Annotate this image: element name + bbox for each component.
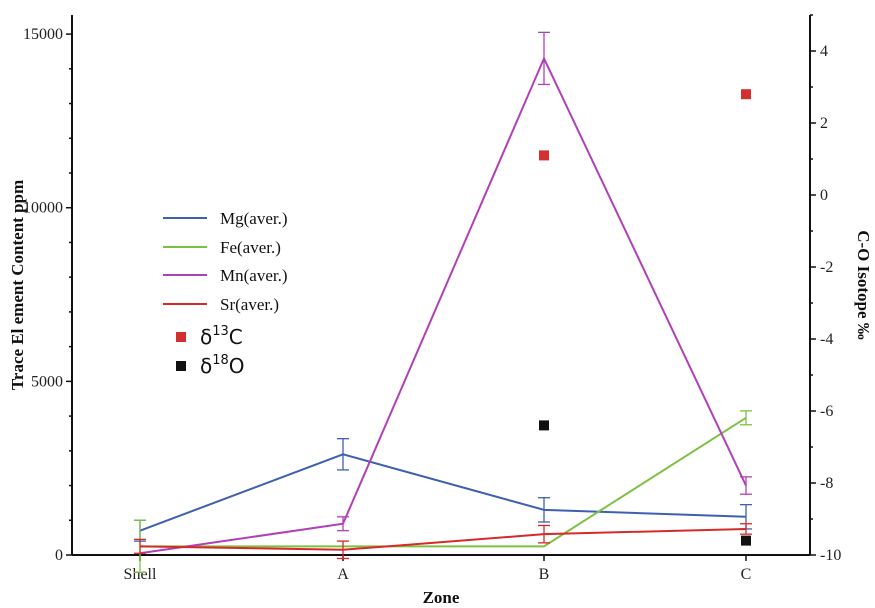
- y-tick-label: 10000: [23, 200, 63, 217]
- y2-tick-label: 4: [820, 43, 828, 60]
- point-d13c: [741, 89, 751, 100]
- error-bar-mg: [538, 497, 550, 523]
- legend-element: C: [229, 325, 243, 349]
- y2-tick-label: -4: [820, 331, 833, 348]
- x-tick-label: B: [539, 566, 550, 583]
- point-d13c: [539, 150, 549, 161]
- series-line-fe: [140, 416, 747, 548]
- legend-delta: δ: [200, 325, 212, 349]
- y-tick-label: 0: [55, 547, 63, 564]
- legend-label-mg: Mg(aver.): [220, 209, 288, 228]
- error-bar-mn: [538, 31, 550, 86]
- y2-axis-title: C-O Isotope ‰: [854, 230, 873, 340]
- point-d18o: [539, 420, 549, 431]
- x-axis-title: Zone: [423, 588, 460, 607]
- legend-marker-d18o: [176, 361, 186, 371]
- error-bar-fe: [740, 410, 752, 426]
- error-bar-mg: [337, 438, 349, 471]
- legend-label-d18o: δ18O: [200, 353, 245, 378]
- legend: Mg(aver.) Fe(aver.) Mn(aver.) Sr(aver.) δ13C…: [163, 209, 288, 378]
- legend-label-sr: Sr(aver.): [220, 295, 279, 314]
- y-axis-title: Trace El ement Content ppm: [8, 180, 27, 390]
- y-tick-label: 5000: [31, 373, 63, 390]
- error-bar-mn: [337, 516, 349, 532]
- error-bar-sr: [740, 523, 752, 535]
- legend-label-d13c: δ13C: [200, 324, 243, 349]
- legend-element: O: [229, 354, 245, 378]
- y2-tick-label: -8: [820, 475, 833, 492]
- series-line-mn: [139, 55, 747, 555]
- error-bar-mn: [740, 476, 752, 495]
- y2-tick-label: 2: [820, 115, 828, 132]
- y2-tick-label: -2: [820, 259, 833, 276]
- error-bar-sr: [337, 540, 349, 560]
- x-tick-label: A: [337, 566, 349, 583]
- y2-tick-label: 0: [820, 187, 828, 204]
- legend-mass-number: 18: [212, 353, 229, 368]
- error-bar-sr: [134, 538, 146, 554]
- legend-label-mn: Mn(aver.): [220, 266, 288, 285]
- series-line-mg: [139, 453, 747, 532]
- point-d18o: [741, 535, 751, 546]
- x-tick-label: C: [741, 566, 752, 583]
- y2-tick-label: -10: [820, 547, 841, 564]
- axes-layer: 0 5000 10000 15000 -10 -8 -6 -4 -2 0 2 4 Shell A B C: [23, 14, 841, 583]
- series-layer: [134, 31, 752, 574]
- legend-delta: δ: [200, 354, 212, 378]
- series-line-sr: [139, 527, 747, 551]
- error-bar-sr: [538, 524, 550, 544]
- y-tick-label: 15000: [23, 26, 63, 43]
- legend-mass-number: 13: [212, 324, 229, 339]
- legend-marker-d13c: [176, 332, 186, 342]
- y2-tick-label: -6: [820, 403, 833, 420]
- legend-label-fe: Fe(aver.): [220, 238, 281, 257]
- x-tick-label: Shell: [124, 566, 157, 583]
